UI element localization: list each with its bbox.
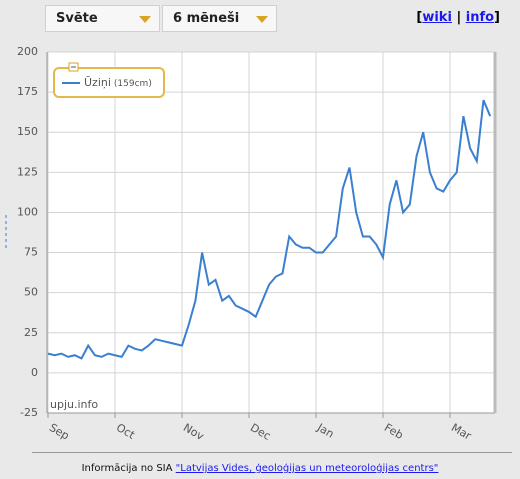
- series-line: [47, 99, 492, 360]
- legend-label: Ūziņi (159cm): [84, 76, 152, 89]
- y-tick-label: 100: [17, 205, 38, 218]
- legend-note: (159cm): [114, 79, 152, 89]
- y-tick-label: -25: [20, 406, 38, 419]
- y-tick-label: 125: [17, 165, 38, 178]
- links: [wiki | info]: [416, 10, 500, 25]
- watermark: upju.info: [50, 398, 98, 411]
- x-tick-label: Dec: [248, 421, 273, 443]
- separator: [32, 452, 512, 453]
- y-tick-label: 50: [24, 286, 38, 299]
- y-tick-label: 0: [31, 366, 38, 379]
- y-tick-label: 175: [17, 85, 38, 98]
- info-link[interactable]: info: [465, 10, 495, 25]
- wiki-link[interactable]: wiki: [422, 10, 452, 25]
- chart: -25 0 25 50 75 100 125 150 175 200 Sep Oct Nov Dec Jan…: [5, 45, 497, 443]
- y-tick-label: 75: [24, 246, 38, 259]
- source-link[interactable]: "Latvijas Vides, ģeoloģijas un meteorolo…: [175, 463, 439, 474]
- legend-box: [53, 67, 165, 98]
- x-tick-label: Oct: [114, 421, 138, 442]
- legend-name: Ūziņi: [84, 76, 111, 89]
- x-tick-label: Mar: [449, 421, 474, 443]
- y-tick-label: 150: [17, 125, 38, 138]
- x-tick-label: Feb: [382, 421, 405, 442]
- footer: Informācija no SIA "Latvijas Vides, ģeol…: [0, 463, 520, 474]
- x-tick-label: Sep: [47, 421, 71, 443]
- y-tick-label: 25: [24, 326, 38, 339]
- y-tick-label: 200: [17, 45, 38, 58]
- river-select[interactable]: Svēte: [45, 5, 160, 32]
- footer-text: Informācija no SIA: [81, 463, 173, 474]
- period-select[interactable]: 6 mēneši: [162, 5, 277, 32]
- plot-area: [47, 52, 495, 413]
- x-tick-label: Nov: [181, 421, 207, 443]
- x-tick-label: Jan: [314, 420, 336, 440]
